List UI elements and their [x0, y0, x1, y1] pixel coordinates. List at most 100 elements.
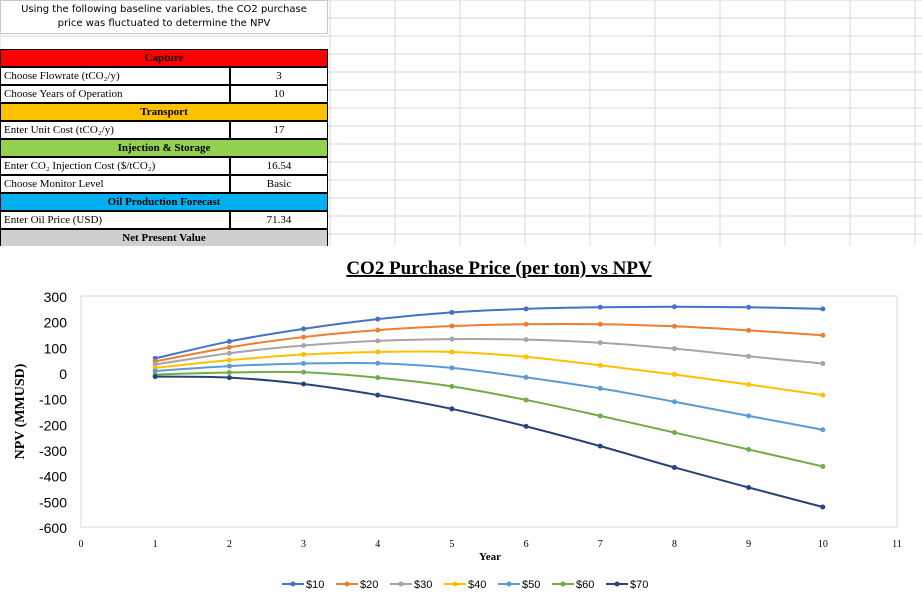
data-point[interactable]: [523, 306, 529, 312]
injection-header-row: Injection & Storage: [0, 139, 330, 157]
data-point[interactable]: [226, 357, 232, 363]
data-point[interactable]: [820, 332, 826, 338]
data-point[interactable]: [301, 352, 307, 358]
data-point[interactable]: [301, 381, 307, 387]
data-point[interactable]: [820, 463, 826, 469]
data-point[interactable]: [597, 413, 603, 419]
data-point[interactable]: [597, 385, 603, 391]
transport-header: Transport: [0, 103, 328, 121]
data-point[interactable]: [152, 368, 158, 374]
data-point[interactable]: [226, 344, 232, 350]
data-point[interactable]: [746, 382, 752, 388]
npv-header-row: Net Present Value: [0, 229, 330, 247]
series-line-0[interactable]: [154, 305, 823, 360]
legend-label: $70: [630, 579, 648, 591]
data-point[interactable]: [820, 306, 826, 312]
description-note: Using the following baseline variables, …: [0, 0, 328, 34]
x-tick-label: 10: [818, 539, 828, 550]
data-point[interactable]: [671, 430, 677, 436]
data-point[interactable]: [226, 363, 232, 369]
data-point[interactable]: [449, 349, 455, 355]
flowrate-row: Choose Flowrate (tCO₂/y) 3: [0, 67, 330, 85]
data-point[interactable]: [597, 362, 603, 368]
legend-label: $60: [576, 579, 594, 591]
data-point[interactable]: [375, 349, 381, 355]
data-point[interactable]: [523, 397, 529, 403]
data-point[interactable]: [449, 383, 455, 389]
y-tick-label: -300: [39, 443, 67, 459]
series-line-6[interactable]: [155, 375, 824, 508]
oil-header-row: Oil Production Forecast: [0, 193, 330, 211]
series-line-4[interactable]: [155, 361, 824, 431]
data-point[interactable]: [671, 399, 677, 405]
data-point[interactable]: [820, 361, 826, 367]
npv-chart[interactable]: CO2 Purchase Price (per ton) vs NPV 300 20…: [0, 246, 922, 602]
data-point[interactable]: [301, 361, 307, 367]
data-point[interactable]: [597, 443, 603, 449]
data-point[interactable]: [375, 327, 381, 333]
data-point[interactable]: [449, 309, 455, 315]
data-point[interactable]: [226, 369, 232, 375]
series-line-1[interactable]: [154, 322, 823, 363]
series-line-3[interactable]: [155, 350, 823, 397]
data-point[interactable]: [449, 323, 455, 329]
data-point[interactable]: [226, 375, 232, 381]
flowrate-value[interactable]: 3: [230, 67, 328, 85]
capture-header-row: Capture: [0, 49, 330, 67]
data-point[interactable]: [671, 464, 677, 470]
data-point[interactable]: [523, 423, 529, 429]
data-point[interactable]: [671, 372, 677, 378]
data-point[interactable]: [449, 336, 455, 342]
injection-cost-label: Enter CO₂ Injection Cost ($/tCO₂): [0, 157, 230, 175]
data-point[interactable]: [375, 392, 381, 398]
data-point[interactable]: [597, 321, 603, 327]
x-tick-label: 5: [449, 539, 454, 550]
series-line-5[interactable]: [155, 370, 824, 468]
data-point[interactable]: [597, 304, 603, 310]
data-point[interactable]: [301, 326, 307, 332]
data-point[interactable]: [746, 327, 752, 333]
data-point[interactable]: [375, 360, 381, 366]
x-tick-label: 3: [301, 539, 306, 550]
plot-area: [80, 295, 898, 528]
data-point[interactable]: [523, 354, 529, 360]
data-point[interactable]: [523, 321, 529, 327]
data-point[interactable]: [746, 413, 752, 419]
data-point[interactable]: [746, 446, 752, 452]
data-point[interactable]: [449, 365, 455, 371]
data-point[interactable]: [597, 340, 603, 346]
data-point[interactable]: [375, 375, 381, 381]
x-tick-label: 6: [524, 539, 529, 550]
data-point[interactable]: [671, 323, 677, 329]
data-point[interactable]: [820, 504, 826, 510]
data-point[interactable]: [820, 427, 826, 433]
chart-title: CO2 Purchase Price (per ton) vs NPV: [346, 258, 652, 279]
data-point[interactable]: [226, 350, 232, 356]
data-point[interactable]: [449, 406, 455, 412]
data-point[interactable]: [671, 304, 677, 310]
injection-cost-row: Enter CO₂ Injection Cost ($/tCO₂) 16.54: [0, 157, 330, 175]
data-point[interactable]: [746, 304, 752, 310]
oil-price-value[interactable]: 71.34: [230, 211, 328, 229]
data-point[interactable]: [152, 374, 158, 380]
data-point[interactable]: [746, 353, 752, 359]
data-point[interactable]: [820, 392, 826, 398]
monitor-level-label: Choose Monitor Level: [0, 175, 230, 193]
unit-cost-value[interactable]: 17: [230, 121, 328, 139]
data-point[interactable]: [301, 334, 307, 340]
series-line-2[interactable]: [155, 338, 823, 366]
data-point[interactable]: [671, 346, 677, 352]
data-point[interactable]: [301, 343, 307, 349]
data-point[interactable]: [375, 338, 381, 344]
years-value[interactable]: 10: [230, 85, 328, 103]
monitor-level-value[interactable]: Basic: [230, 175, 328, 193]
data-point[interactable]: [375, 316, 381, 322]
capture-header: Capture: [0, 49, 328, 67]
data-point[interactable]: [226, 338, 232, 344]
data-point[interactable]: [746, 484, 752, 490]
injection-cost-value[interactable]: 16.54: [230, 157, 328, 175]
data-point[interactable]: [523, 337, 529, 343]
injection-header: Injection & Storage: [0, 139, 328, 157]
data-point[interactable]: [301, 369, 307, 375]
data-point[interactable]: [523, 374, 529, 380]
